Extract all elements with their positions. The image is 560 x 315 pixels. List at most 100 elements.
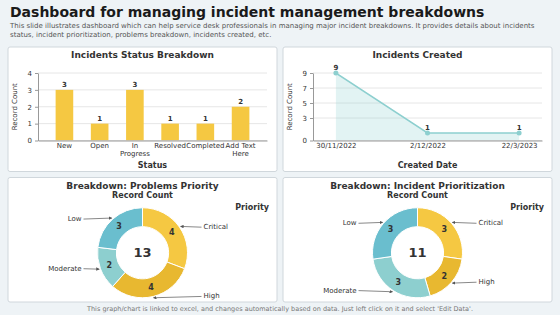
axis-line [38, 74, 39, 142]
tick: 3 [303, 115, 313, 123]
category-label: Moderate [323, 287, 356, 295]
bar [161, 124, 179, 141]
chart-subtitle: Record Count [112, 191, 173, 200]
y-axis-title: Record Count [11, 83, 19, 130]
slice [98, 208, 143, 250]
tick-mark [35, 107, 38, 108]
data-label: 1 [168, 115, 173, 123]
leader-line [181, 226, 202, 228]
slice [425, 256, 462, 295]
text-line: Add Text [226, 142, 256, 150]
tick: 30/11/2022 [316, 141, 356, 151]
tick-label: 22/3/2023 [502, 142, 538, 150]
data-label: 3 [116, 222, 122, 231]
donut: 323311CriticalHighModerateLow [323, 208, 503, 298]
marks [56, 90, 250, 141]
tick-label: 2 [28, 103, 32, 111]
text-line: status, incident prioritization, problem… [10, 31, 271, 39]
axis-line [314, 141, 543, 142]
tick-label: New [57, 142, 73, 150]
tick: 2 [28, 103, 38, 111]
bar [232, 107, 250, 141]
text-line: 2/12/2022 [410, 142, 446, 150]
tick: 5 [303, 100, 313, 108]
data-labels: 911 [333, 64, 521, 132]
tick-label: 7 [303, 85, 307, 93]
tick-mark [35, 73, 38, 74]
y-axis-title: Record Count [286, 83, 294, 130]
tick: 1 [28, 120, 38, 128]
plot: 31311201234NewOpenInProgressResolvedComp… [28, 70, 268, 159]
x-axis-title: Created Date [398, 161, 458, 170]
tick-label: 30/11/2022 [316, 142, 356, 150]
tick-label: InProgress [120, 142, 150, 158]
leader-line [84, 268, 100, 269]
bar [56, 90, 74, 141]
data-label: 4 [148, 283, 154, 292]
chart-title: Incidents Created [373, 50, 463, 60]
leader-line [84, 218, 112, 219]
label-title: Priority [235, 203, 270, 212]
tick: 0 [28, 137, 38, 145]
tick-label: 5 [303, 100, 307, 108]
chart: Dashboard for managing incident manageme… [0, 0, 560, 315]
tick-mark [35, 141, 38, 142]
data-label: 3 [442, 225, 448, 234]
leader-line [359, 291, 393, 292]
bar [197, 124, 215, 141]
tick-label: Resolved [154, 142, 186, 150]
chart-subtitle: Record Count [387, 191, 448, 200]
area [336, 73, 519, 141]
center-total: 11 [408, 245, 426, 260]
markers [333, 71, 521, 136]
tick-label: Completed [186, 142, 224, 150]
tick-label: 4 [28, 70, 33, 78]
leader-line [154, 296, 202, 297]
data-label: 3 [395, 278, 401, 287]
axis-line [39, 141, 268, 142]
x-axis-title: Status [138, 161, 168, 170]
marks [336, 73, 519, 141]
data-label: 4 [169, 228, 175, 237]
panel-background [8, 178, 277, 303]
plot: 911 0 3 5 7 9 30/11/2022 2/12/2022 22/3/2023 [303, 64, 543, 150]
tick: 3 [28, 87, 38, 95]
panel: Incidents Created 911 0 3 5 7 9 30/11/2022 2/12/… [283, 47, 552, 172]
tick-label: 3 [303, 115, 307, 123]
label-title: Priority [510, 203, 545, 212]
tick: 2/12/2022 [410, 141, 446, 151]
donut: 442313CriticalHighModerateLow [48, 208, 228, 301]
tick: New [57, 141, 73, 151]
chart-title: Breakdown: Problems Priority [66, 181, 218, 191]
data-label: 1 [97, 115, 102, 123]
data-label: 2 [238, 98, 243, 106]
tick: Open [90, 141, 109, 151]
text-line: 22/3/2023 [502, 142, 538, 150]
data-label: 3 [132, 81, 137, 89]
panel-background [283, 178, 552, 303]
category-label: High [204, 292, 220, 300]
text-line: Open [90, 142, 109, 150]
tick-mark [310, 118, 313, 119]
title: Dashboard for managing incident manageme… [10, 4, 484, 20]
data-label: 2 [106, 261, 112, 270]
axis: 0 3 5 7 9 [303, 70, 314, 145]
bar [126, 90, 144, 141]
tick: 9 [303, 70, 313, 78]
text-line: This slide illustrates dashboard which c… [9, 22, 535, 30]
text-line: Progress [120, 150, 150, 158]
tick-label: 3 [28, 87, 32, 95]
tick-mark [35, 124, 38, 125]
tick: InProgress [120, 141, 150, 159]
slice [97, 247, 125, 286]
axis: New Open InProgress ResolvedCompletedAdd Te… [39, 141, 268, 159]
tick-label: 2/12/2022 [410, 142, 446, 150]
center-total: 13 [133, 245, 151, 260]
tick: 22/3/2023 [502, 141, 538, 151]
text-line: New [57, 142, 73, 150]
tick-label: 0 [303, 137, 307, 145]
tick-mark [310, 103, 313, 104]
tick-mark [310, 141, 313, 142]
text-line: Resolved [154, 142, 186, 150]
tick-label: Add TextHere [226, 142, 256, 158]
